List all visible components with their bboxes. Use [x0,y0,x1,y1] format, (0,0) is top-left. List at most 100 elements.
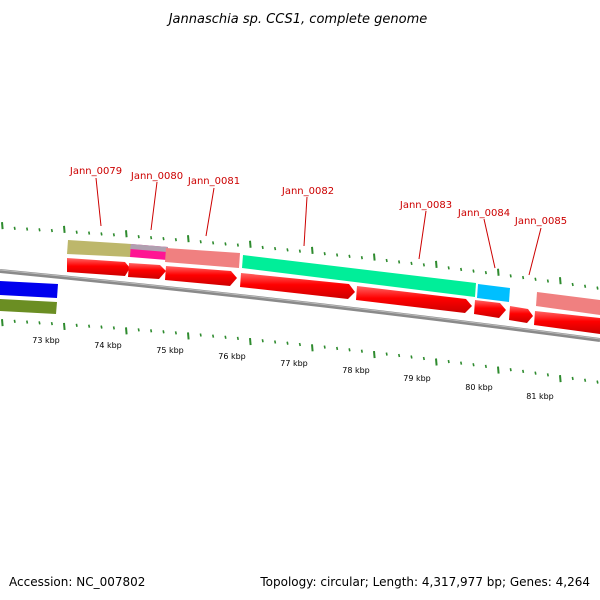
major-tick [497,268,500,276]
major-tick [435,358,438,366]
minor-tick [546,373,549,377]
minor-tick [274,340,277,344]
minor-tick [522,369,525,374]
major-tick [311,246,314,254]
gene-leader-lines [95,177,542,276]
minor-tick [348,254,351,258]
major-tick [63,225,66,233]
cds-arrow [534,311,600,334]
minor-tick [546,279,549,283]
gene-label-jann-0085: Jann_0085 [514,216,567,227]
minor-tick [534,277,537,281]
salmon-feature-right [536,292,600,315]
minor-tick [100,232,103,236]
minor-tick [112,326,115,330]
minor-tick [88,231,91,235]
cds-arrow [474,300,506,318]
minor-tick [385,352,388,356]
scale-label: 76 kbp [218,352,246,361]
minor-tick [274,246,277,251]
scale-label: 74 kbp [94,341,122,350]
major-tick [435,260,438,268]
genome-stats-text: Topology: circular; Length: 4,317,977 bp… [259,575,590,589]
minor-tick [398,260,401,264]
major-tick [125,230,128,238]
scale-label: 77 kbp [280,359,308,368]
minor-tick [422,263,425,267]
minor-tick [323,252,326,256]
minor-tick [447,359,450,364]
major-tick [1,222,4,230]
minor-tick [596,380,599,384]
outer-tick-ring [1,222,599,290]
scale-label: 79 kbp [403,374,431,383]
minor-tick [38,228,41,232]
minor-tick [422,356,425,361]
scale-label: 80 kbp [465,383,493,392]
major-tick [125,327,128,335]
minor-tick [522,275,525,280]
minor-tick [323,345,326,349]
minor-tick [174,331,177,335]
scale-label: 78 kbp [342,366,370,375]
minor-tick [584,284,587,288]
minor-tick [571,282,574,287]
minor-tick [484,364,487,369]
genome-backbone-highlight [0,269,600,340]
minor-tick [298,342,301,347]
cds-arrow [67,258,130,276]
minor-tick [584,378,587,382]
minor-tick [360,349,363,353]
magenta-feature-overlay [130,244,168,252]
minor-tick [236,243,239,247]
major-tick [311,344,314,352]
genome-title: Jannaschia sp. CCS1, complete genome [166,12,428,27]
minor-tick [88,324,91,328]
minor-tick [472,269,475,273]
minor-tick [336,253,339,257]
scale-label: 73 kbp [32,336,60,345]
minor-tick [75,323,78,327]
minor-tick [509,368,512,372]
minor-tick [385,258,388,263]
cyan-feature [477,284,510,302]
teal-feature [242,255,476,297]
minor-tick [50,228,53,233]
minor-tick [286,341,289,345]
minor-tick [460,361,463,365]
minor-tick [212,241,215,245]
gene-label-jann-0082: Jann_0082 [281,186,334,197]
cds-arrow [240,273,355,299]
gene-label-jann-0080: Jann_0080 [130,171,183,182]
major-tick [249,337,252,346]
minor-tick [75,230,78,234]
minor-tick [298,249,301,253]
minor-tick [286,248,289,252]
major-tick [1,319,4,327]
minor-tick [50,321,53,326]
minor-tick [150,329,153,333]
major-tick [559,375,562,383]
minor-tick [174,238,177,242]
cds-arrow [356,286,472,313]
minor-tick [150,236,153,240]
minor-tick [162,236,165,241]
gene-label-jann-0081: Jann_0081 [187,176,240,187]
minor-tick [26,227,29,231]
minor-tick [398,353,401,358]
olive-track-feature [0,299,57,314]
accession-text: Accession: NC_007802 [9,575,145,589]
genome-backbone [0,269,600,342]
minor-tick [236,336,239,341]
minor-tick [571,376,574,381]
minor-tick [336,346,339,351]
minor-tick [348,348,351,352]
khaki-feature [67,240,132,257]
major-tick [559,277,562,285]
scale-label: 75 kbp [156,346,184,355]
minor-tick [112,233,115,237]
salmon-feature [165,248,240,268]
minor-tick [137,328,140,332]
major-tick [63,322,66,331]
